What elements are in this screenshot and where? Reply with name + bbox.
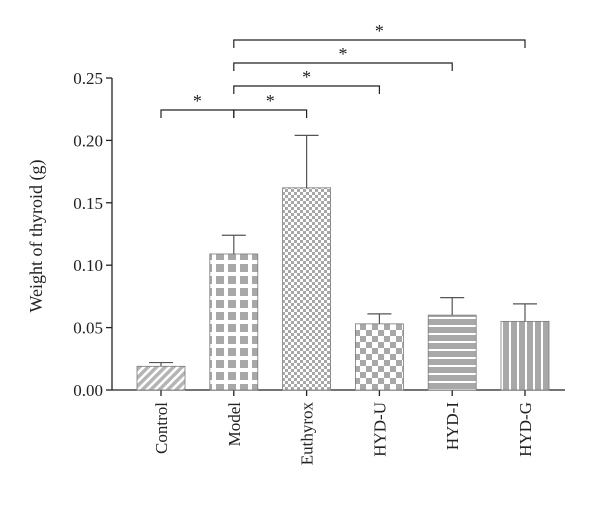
bar-hyd-i	[427, 314, 477, 391]
x-category-label: HYD-G	[516, 402, 535, 457]
error-bar-hyd-i	[440, 297, 465, 316]
significance-bracket: *	[233, 21, 526, 48]
significance-star: *	[302, 67, 311, 87]
x-category-label: HYD-U	[370, 402, 389, 457]
significance-bracket: *	[160, 91, 235, 118]
x-category-label: Model	[225, 402, 244, 447]
significance-brackets: * * * * *	[160, 21, 526, 118]
significance-bracket: *	[233, 44, 453, 71]
significance-star: *	[339, 44, 348, 64]
bar-euthyrox	[282, 187, 332, 391]
y-axis: 0.00 0.05 0.10 0.15 0.20 0.25	[73, 69, 113, 400]
bar-hyd-u	[354, 323, 404, 391]
error-bar-hyd-g	[513, 303, 537, 322]
bars	[136, 187, 550, 391]
error-bar-hyd-u	[367, 313, 392, 324]
significance-bracket: *	[233, 67, 380, 94]
significance-bracket: *	[233, 91, 308, 118]
y-tick-label: 0.00	[73, 381, 103, 400]
error-bar-control	[149, 361, 173, 367]
y-tick-label: 0.05	[73, 319, 103, 338]
y-tick-label: 0.10	[73, 256, 103, 275]
x-axis: Control Model Euthyrox HYD-U HYD-I HYD-G	[112, 389, 565, 466]
y-tick-label: 0.20	[73, 131, 103, 150]
error-bar-model	[221, 234, 246, 254]
error-bar-euthyrox	[294, 134, 319, 188]
significance-star: *	[193, 91, 202, 111]
y-tick-label: 0.25	[73, 69, 103, 88]
bar-model	[209, 253, 259, 391]
error-bars	[149, 134, 537, 367]
bar-control	[136, 365, 186, 391]
significance-star: *	[266, 91, 275, 111]
x-category-label: HYD-I	[443, 402, 462, 450]
x-category-label: Control	[152, 402, 171, 454]
y-tick-label: 0.15	[73, 194, 103, 213]
x-category-label: Euthyrox	[298, 402, 317, 466]
bar-hyd-g	[500, 320, 550, 391]
y-axis-title: Weight of thyroid (g)	[26, 159, 47, 312]
significance-star: *	[375, 21, 384, 41]
